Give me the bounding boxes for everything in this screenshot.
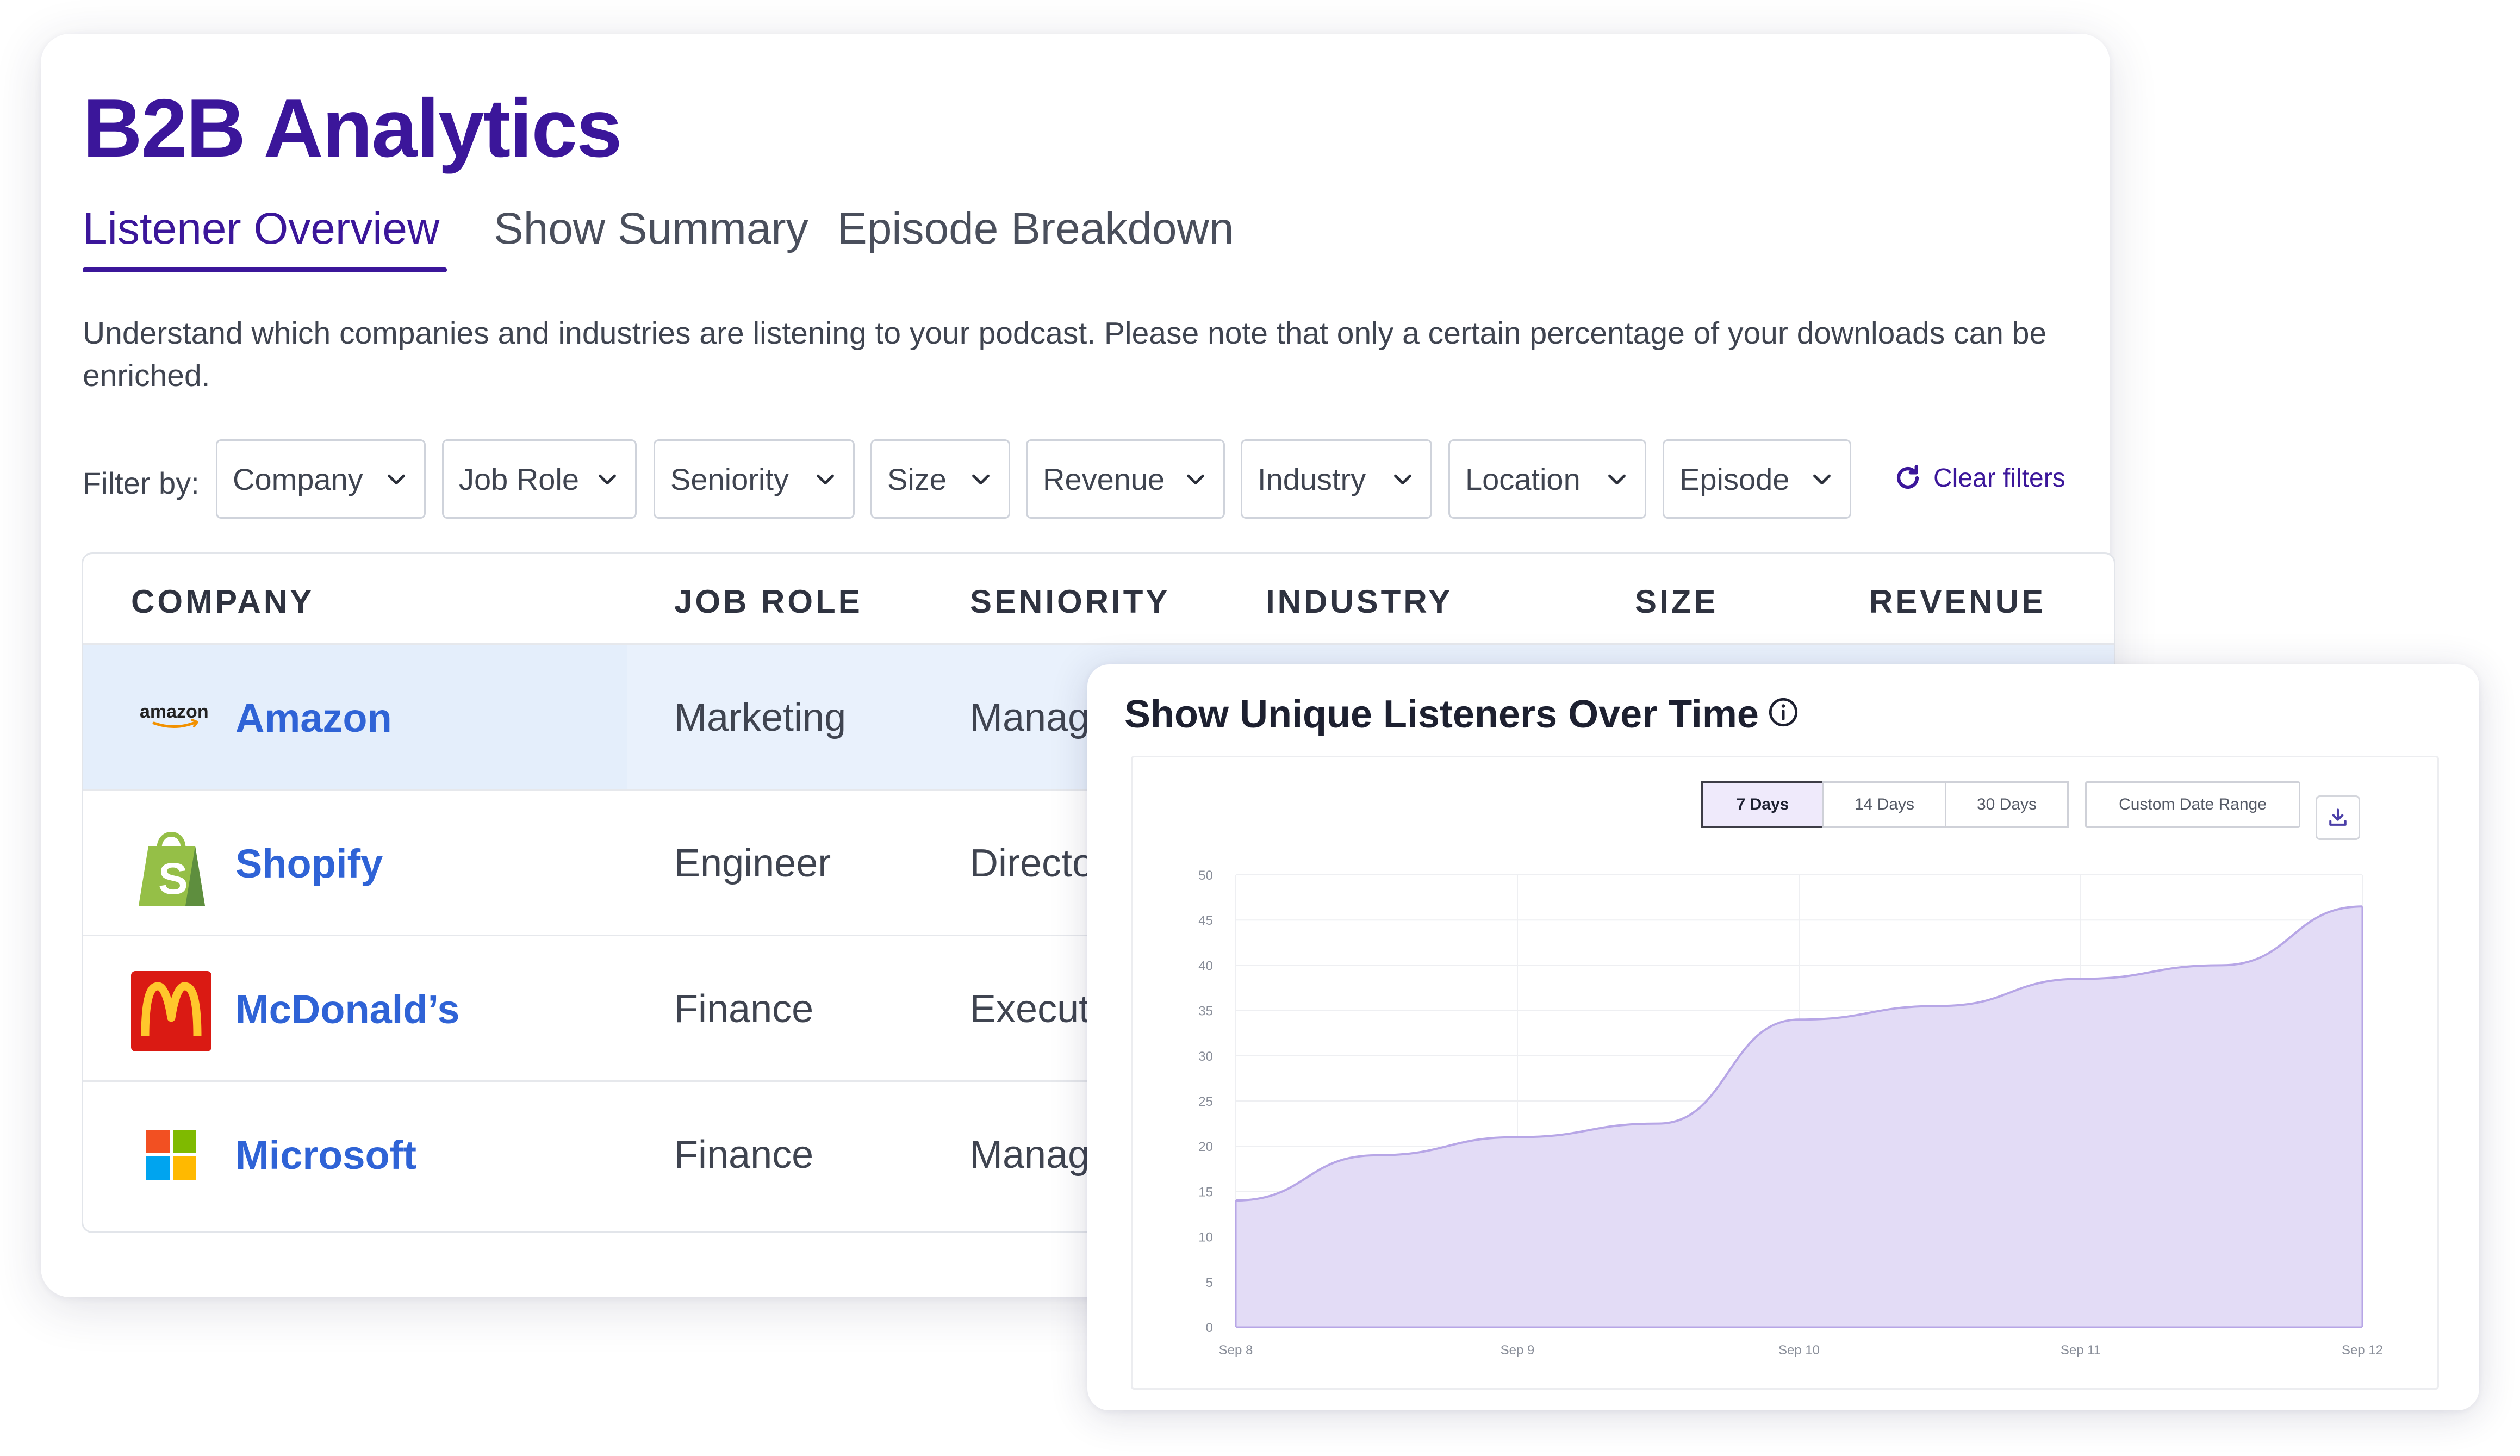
download-icon xyxy=(2329,808,2347,826)
filter-episode[interactable]: Episode xyxy=(1663,439,1851,519)
chevron-down-icon xyxy=(817,474,834,485)
y-tick-label: 35 xyxy=(1198,1004,1213,1019)
filter-industry[interactable]: Industry xyxy=(1241,439,1432,519)
column-header-seniority[interactable]: SENIORITY xyxy=(970,583,1171,620)
area-fill xyxy=(1236,906,2362,1327)
page-description: Understand which companies and industrie… xyxy=(83,316,2047,393)
chart-panel: 7 Days 14 Days 30 Days Custom Date Range… xyxy=(1131,756,2439,1390)
y-tick-label: 50 xyxy=(1198,868,1213,883)
tab-episode-breakdown[interactable]: Episode Breakdown xyxy=(837,204,1234,253)
filter-label: Filter by: xyxy=(83,466,200,500)
filter-job-role[interactable]: Job Role xyxy=(442,439,637,519)
filter-seniority[interactable]: Seniority xyxy=(654,439,855,519)
x-tick-label: Sep 9 xyxy=(1501,1343,1535,1358)
y-tick-label: 5 xyxy=(1206,1275,1213,1290)
column-header-revenue[interactable]: REVENUE xyxy=(1869,583,2046,620)
chevron-down-icon xyxy=(1813,474,1831,485)
column-header-industry[interactable]: INDUSTRY xyxy=(1266,583,1453,620)
info-icon[interactable] xyxy=(1767,696,1800,729)
tab-listener-overview[interactable]: Listener Overview xyxy=(83,204,440,253)
filter-seniority-label: Seniority xyxy=(670,462,789,496)
y-tick-label: 10 xyxy=(1198,1230,1213,1245)
series-line xyxy=(1235,905,2363,1202)
refresh-icon xyxy=(1896,465,1919,489)
chevron-down-icon xyxy=(388,474,405,485)
filter-location-label: Location xyxy=(1465,462,1581,496)
seniority-cell: Manag xyxy=(970,1133,1090,1177)
filter-size-label: Size xyxy=(887,462,947,496)
x-tick-label: Sep 12 xyxy=(2342,1343,2383,1358)
y-tick-label: 20 xyxy=(1198,1140,1213,1154)
job-role-cell: Finance xyxy=(674,1133,814,1177)
y-tick-label: 0 xyxy=(1206,1321,1213,1335)
chevron-down-icon xyxy=(972,474,990,485)
filter-job-role-label: Job Role xyxy=(459,462,580,496)
y-tick-label: 45 xyxy=(1198,913,1213,928)
seniority-cell: Directo xyxy=(970,842,1094,885)
filter-company[interactable]: Company xyxy=(216,439,426,519)
x-tick-label: Sep 11 xyxy=(2061,1343,2101,1358)
job-role-cell: Engineer xyxy=(674,842,831,885)
chevron-down-icon xyxy=(1394,474,1411,485)
range-30-days-button[interactable]: 30 Days xyxy=(1945,781,2069,828)
range-7-days-button[interactable]: 7 Days xyxy=(1701,781,1824,828)
y-tick-label: 15 xyxy=(1198,1185,1213,1199)
filter-industry-label: Industry xyxy=(1258,462,1366,496)
column-header-company[interactable]: COMPANY xyxy=(131,583,315,620)
filter-company-label: Company xyxy=(233,462,363,496)
company-link[interactable]: McDonald’s xyxy=(235,987,460,1032)
table-row[interactable]: S Shopify Engineer Directo xyxy=(83,789,2114,936)
microsoft-logo xyxy=(146,1130,196,1180)
download-button[interactable] xyxy=(2316,795,2360,840)
chevron-down-icon xyxy=(599,474,616,485)
filter-size[interactable]: Size xyxy=(870,439,1010,519)
column-header-job-role[interactable]: JOB ROLE xyxy=(674,583,863,620)
chart-title: Show Unique Listeners Over Time xyxy=(1124,693,1759,736)
y-tick-label: 30 xyxy=(1198,1049,1213,1064)
filter-revenue-label: Revenue xyxy=(1043,462,1165,496)
custom-date-range-button[interactable]: Custom Date Range xyxy=(2085,781,2300,828)
company-link[interactable]: Shopify xyxy=(235,841,383,886)
x-tick-label: Sep 10 xyxy=(1778,1343,1820,1358)
chevron-down-icon xyxy=(1187,474,1204,485)
company-link[interactable]: Amazon xyxy=(235,695,392,741)
job-role-cell: Finance xyxy=(674,987,814,1031)
company-link[interactable]: Microsoft xyxy=(235,1133,416,1178)
y-tick-label: 40 xyxy=(1198,959,1213,973)
area-chart: 0 5 10 15 20 25 30 35 40 45 50 Sep 8 Sep 9 Sep 10 Sep … xyxy=(1198,868,2383,1358)
row-highlight xyxy=(83,645,627,791)
range-14-days-button[interactable]: 14 Days xyxy=(1822,781,1946,828)
column-header-size[interactable]: SIZE xyxy=(1635,583,1719,620)
svg-text:S: S xyxy=(158,854,188,904)
filter-location[interactable]: Location xyxy=(1448,439,1646,519)
page-title: B2B Analytics xyxy=(83,82,622,175)
listeners-chart-card: Show Unique Listeners Over Time 7 Days 1… xyxy=(1087,664,2479,1410)
filter-revenue[interactable]: Revenue xyxy=(1026,439,1225,519)
tab-show-summary[interactable]: Show Summary xyxy=(494,204,808,253)
chevron-down-icon xyxy=(1608,474,1626,485)
active-tab-indicator xyxy=(83,267,447,272)
clear-filters-label: Clear filters xyxy=(1933,463,2065,493)
y-tick-label: 25 xyxy=(1198,1094,1213,1109)
seniority-cell: Execut xyxy=(970,987,1090,1031)
seniority-cell: Manag xyxy=(970,696,1090,739)
x-tick-label: Sep 8 xyxy=(1219,1343,1253,1358)
clear-filters-button[interactable]: Clear filters xyxy=(1892,462,2065,494)
shopify-logo: S xyxy=(133,826,210,908)
amazon-logo: amazon xyxy=(138,699,209,732)
amazon-logo-text: amazon xyxy=(140,701,208,722)
job-role-cell: Marketing xyxy=(674,696,847,739)
mcdonalds-logo xyxy=(131,971,211,1051)
filter-episode-label: Episode xyxy=(1679,462,1790,496)
